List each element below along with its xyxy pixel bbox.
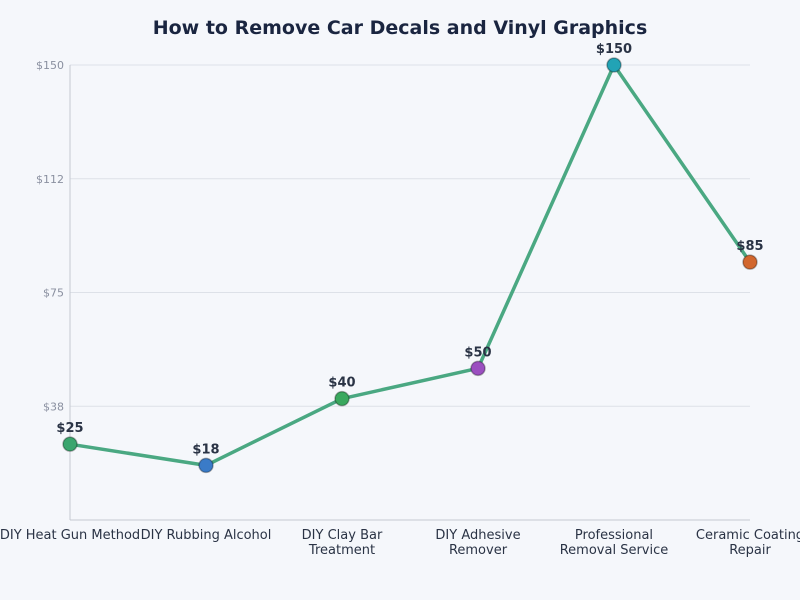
chart-title: How to Remove Car Decals and Vinyl Graph…	[153, 17, 648, 39]
series-line	[69, 63, 752, 468]
data-point	[606, 57, 622, 73]
data-label: $150	[596, 42, 632, 57]
x-tick-label: DIY Rubbing Alcohol	[141, 528, 272, 543]
x-tick-label: DIY Heat Gun Method	[0, 528, 140, 543]
data-point	[470, 360, 486, 377]
x-tick-label: Professional Removal Service	[560, 528, 669, 558]
data-label: $50	[464, 345, 491, 360]
data-label: $25	[56, 421, 83, 436]
y-tick-label: $75	[43, 287, 64, 300]
data-label: $40	[328, 376, 355, 391]
x-tick-label: DIY Clay Bar Treatment	[302, 528, 383, 558]
y-tick-label: $150	[36, 59, 64, 72]
y-tick-label: $38	[43, 400, 64, 413]
x-tick-label: Ceramic Coating Repair	[696, 528, 800, 558]
data-label: $18	[192, 442, 219, 457]
data-point	[742, 254, 758, 270]
data-point	[198, 457, 214, 474]
y-tick-label: $112	[36, 173, 64, 186]
data-point	[334, 390, 350, 407]
data-point	[62, 436, 78, 452]
x-tick-label: DIY Adhesive Remover	[435, 528, 520, 558]
data-label: $85	[736, 239, 763, 254]
